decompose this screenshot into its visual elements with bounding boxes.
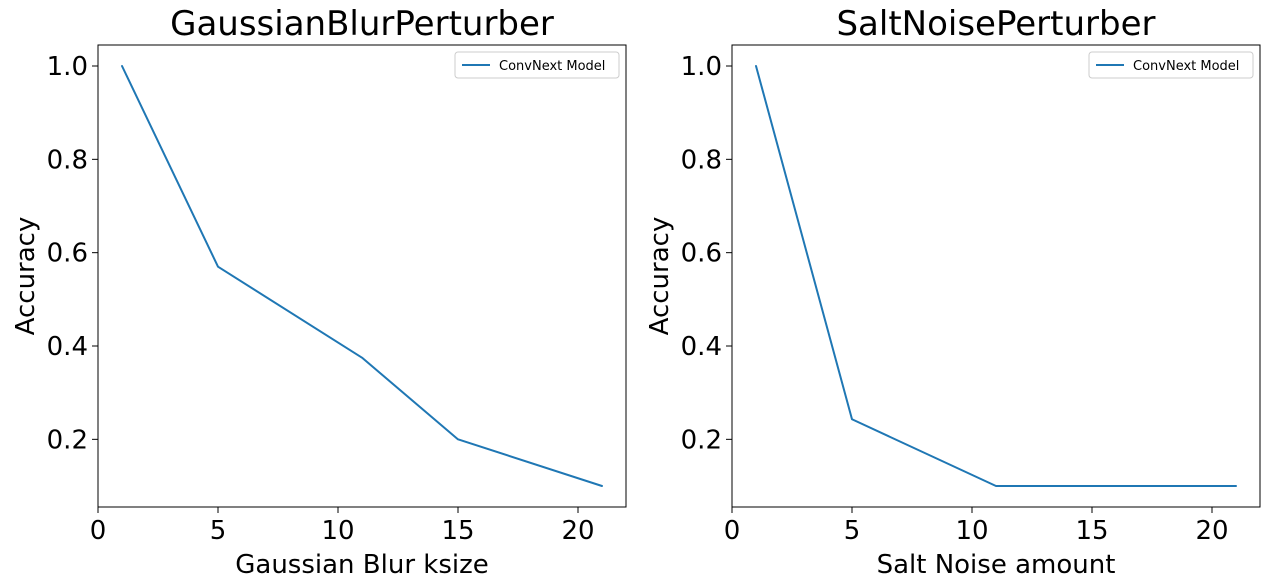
series-line-1 xyxy=(755,65,1237,487)
y-tick-label: 0.6 xyxy=(47,239,88,269)
chart-title: GaussianBlurPerturber xyxy=(170,4,554,44)
x-tick-label: 5 xyxy=(210,516,227,546)
x-tick-label: 10 xyxy=(321,516,354,546)
x-tick-label: 0 xyxy=(90,516,107,546)
y-axis-label: Accuracy xyxy=(11,217,41,336)
y-tick-label: 0.8 xyxy=(47,145,88,175)
legend: ConvNext Model xyxy=(454,51,620,79)
y-tick-label: 0.4 xyxy=(681,332,722,362)
plot-frame xyxy=(97,44,627,508)
legend: ConvNext Model xyxy=(1088,51,1254,79)
plot-frame xyxy=(731,44,1261,508)
y-tick-label: 1.0 xyxy=(47,52,88,82)
x-tick-label: 10 xyxy=(955,516,988,546)
y-tick-label: 0.2 xyxy=(681,425,722,455)
x-tick-label: 0 xyxy=(724,516,741,546)
y-axis-label: Accuracy xyxy=(645,217,675,336)
x-tick-label: 15 xyxy=(1075,516,1108,546)
legend-entry: ConvNext Model xyxy=(1133,59,1239,74)
y-tick-label: 0.6 xyxy=(681,239,722,269)
x-axis-label: Salt Noise amount xyxy=(877,550,1116,580)
y-tick-label: 1.0 xyxy=(681,52,722,82)
y-tick-label: 0.2 xyxy=(47,425,88,455)
chart-panel-2: SaltNoisePerturber 0 5 10 15 20 0.2 0.4 0.6 0.8 1.… xyxy=(645,4,1261,580)
chart-panel-1: GaussianBlurPerturber 0 5 10 15 20 0.2 0.4 0.6 0.… xyxy=(11,4,627,580)
chart-title: SaltNoisePerturber xyxy=(836,4,1155,44)
y-tick-label: 0.4 xyxy=(47,332,88,362)
legend-entry: ConvNext Model xyxy=(499,59,605,74)
series-line-1 xyxy=(121,65,603,487)
x-axis-label: Gaussian Blur ksize xyxy=(235,550,489,580)
x-tick-label: 20 xyxy=(561,516,594,546)
y-tick-label: 0.8 xyxy=(681,145,722,175)
legend-box xyxy=(454,51,620,79)
x-tick-label: 15 xyxy=(441,516,474,546)
legend-box xyxy=(1088,51,1254,79)
x-tick-label: 5 xyxy=(844,516,861,546)
x-tick-label: 20 xyxy=(1195,516,1228,546)
